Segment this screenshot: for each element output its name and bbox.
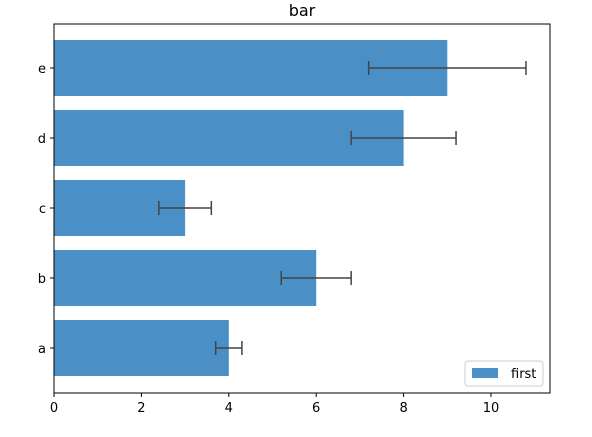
legend-swatch	[472, 368, 498, 378]
bar-a	[54, 320, 229, 376]
legend-box	[464, 360, 544, 387]
y-tick-label-d: d	[38, 132, 46, 147]
legend: first	[464, 360, 544, 387]
x-tick-label-10: 10	[483, 401, 500, 416]
x-tick-label-6: 6	[312, 401, 320, 416]
chart-title: bar	[289, 1, 316, 20]
y-tick-label-e: e	[38, 62, 46, 77]
legend-label-first: first	[511, 367, 536, 382]
x-tick-label-0: 0	[50, 401, 58, 416]
y-tick-label-b: b	[38, 272, 46, 287]
bar-d	[54, 110, 404, 166]
y-tick-label-a: a	[38, 342, 46, 357]
x-tick-label-4: 4	[225, 401, 233, 416]
x-tick-label-2: 2	[137, 401, 145, 416]
error-bars-layer	[158, 61, 527, 355]
x-axis: 0 2 4 6 8 10	[50, 393, 499, 416]
bar-b	[54, 250, 317, 306]
x-tick-label-8: 8	[399, 401, 407, 416]
y-axis: a b c d e	[38, 62, 54, 357]
y-tick-label-c: c	[39, 202, 46, 217]
